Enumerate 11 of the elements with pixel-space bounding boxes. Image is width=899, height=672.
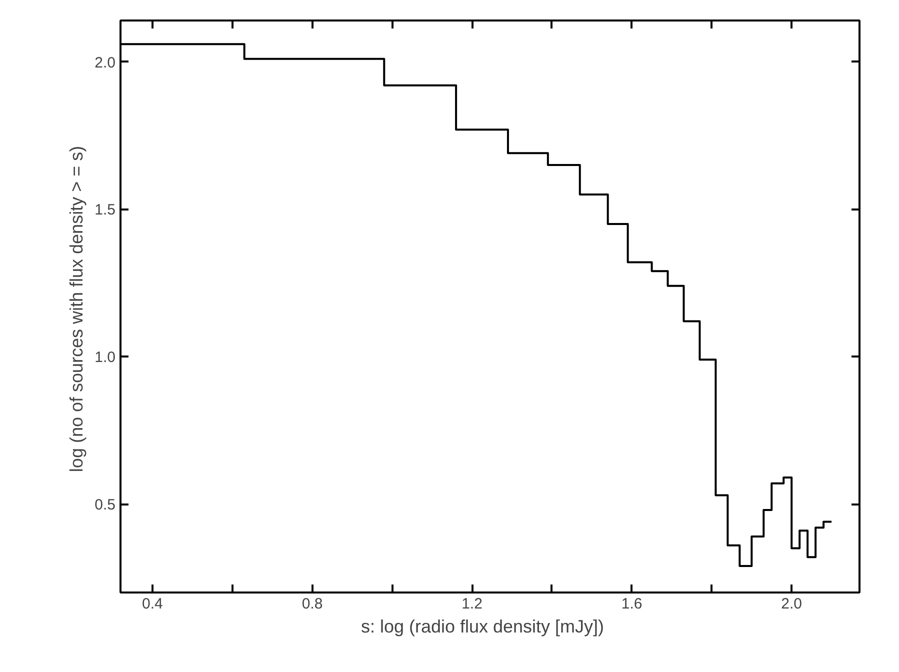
y-tick-label: 1.0 xyxy=(94,349,116,366)
x-tick-label: 0.8 xyxy=(302,596,323,612)
x-axis-title: s: log (radio flux density [mJy]) xyxy=(360,616,604,636)
y-axis-title: log (no of sources with flux density > = s) xyxy=(66,146,87,472)
x-tick-label: 2.0 xyxy=(781,596,802,612)
x-tick-label: 1.2 xyxy=(462,596,482,612)
y-tick-label: 0.5 xyxy=(94,496,116,514)
x-tick-label: 0.4 xyxy=(142,596,163,612)
y-tick-label: 1.5 xyxy=(94,202,116,219)
y-tick-label: 2.0 xyxy=(94,54,116,72)
x-tick-label: 1.6 xyxy=(621,596,642,612)
